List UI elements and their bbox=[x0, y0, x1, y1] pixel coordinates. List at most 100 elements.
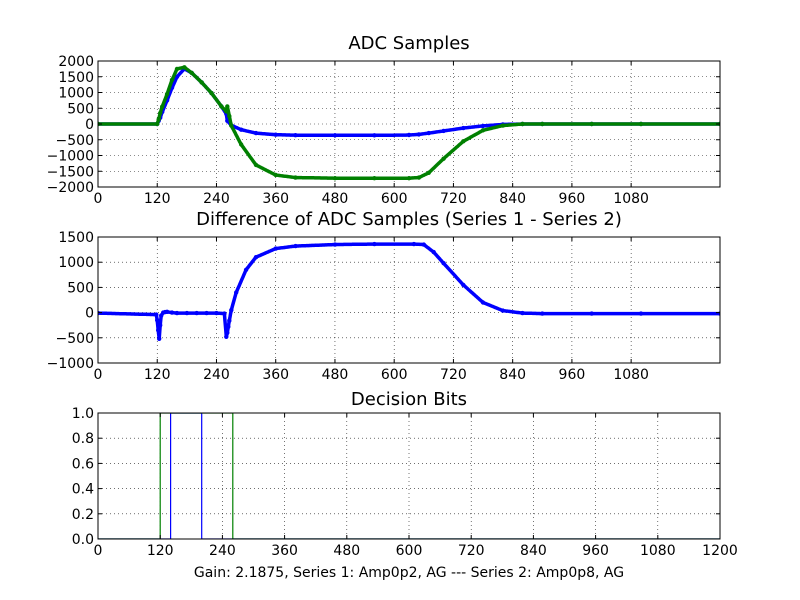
adc-series-2-point-24 bbox=[416, 175, 422, 180]
diff-ytick-label-0: 1500 bbox=[58, 230, 94, 246]
adc-series-2-point-18 bbox=[253, 162, 259, 168]
diff-series-1-point-23 bbox=[243, 267, 249, 272]
adc-xtick-label-3: 360 bbox=[262, 191, 289, 207]
diff-series-1-point-17 bbox=[224, 334, 229, 339]
adc-series-2-point-20 bbox=[293, 175, 298, 180]
bits-ytick-label-1: 0.8 bbox=[72, 431, 94, 447]
adc-series-1-point-7 bbox=[174, 74, 180, 80]
decision-bits-panel: Decision Bits Gain: 2.1875, Series 1: Am… bbox=[72, 389, 738, 581]
adc-series-2-point-28 bbox=[480, 128, 486, 133]
diff-ytick-label-4: −500 bbox=[56, 331, 94, 347]
adc-series-2-point-11 bbox=[209, 90, 214, 96]
diff-xtick-label-8: 960 bbox=[559, 367, 586, 383]
diff-series-1-point-37 bbox=[540, 311, 545, 316]
bits-xtick-label-8: 960 bbox=[582, 543, 609, 559]
bits-xtick-label-2: 240 bbox=[209, 543, 236, 559]
adc-series-2-point-23 bbox=[406, 176, 412, 181]
diff-series-1-point-29 bbox=[411, 241, 417, 247]
adc-series-2-point-15 bbox=[227, 113, 232, 119]
diff-series-1-point-1 bbox=[154, 312, 159, 317]
diff-series-1-point-12 bbox=[184, 310, 190, 316]
diff-series-1-point-33 bbox=[461, 282, 466, 288]
bits-xtick-label-6: 720 bbox=[458, 543, 485, 559]
diff-ytick-label-2: 500 bbox=[67, 280, 94, 296]
adc-series-1-point-20 bbox=[332, 133, 338, 138]
diff-axes-frame bbox=[97, 236, 721, 364]
adc-series-1-point-23 bbox=[416, 132, 422, 137]
bits-xtick-label-5: 600 bbox=[396, 543, 423, 559]
adc-series-2-point-2 bbox=[156, 117, 161, 122]
adc-xtick-label-9: 1080 bbox=[613, 191, 649, 207]
diff-ytick-label-3: 0 bbox=[85, 306, 94, 322]
adc-series-2-point-17 bbox=[239, 142, 244, 147]
adc-series-2-trace bbox=[98, 65, 720, 180]
diff-series-1-point-9 bbox=[164, 309, 170, 314]
adc-series-2-point-5 bbox=[164, 91, 170, 97]
adc-ytick-label-6: −1000 bbox=[47, 149, 94, 165]
adc-series-2-point-26 bbox=[441, 156, 446, 161]
adc-ytick-label-0: 2000 bbox=[58, 54, 94, 70]
adc-series-2-point-7 bbox=[174, 66, 180, 72]
adc-series-2-point-32 bbox=[589, 121, 594, 127]
adc-series-1-point-24 bbox=[426, 130, 431, 136]
adc-series-1-point-17 bbox=[253, 130, 259, 136]
diff-series-1-point-32 bbox=[441, 261, 446, 266]
diff-xtick-label-6: 720 bbox=[440, 367, 467, 383]
diff-xtick-label-9: 1080 bbox=[613, 367, 649, 383]
adc-series-2-point-9 bbox=[189, 70, 194, 76]
diff-series-1-point-16 bbox=[222, 311, 227, 316]
diff-xtick-label-3: 360 bbox=[262, 367, 289, 383]
adc-ytick-label-7: −1500 bbox=[47, 164, 94, 180]
adc-xtick-label-6: 720 bbox=[440, 191, 467, 207]
diff-series-1-point-26 bbox=[293, 243, 298, 249]
adc-ytick-label-5: −500 bbox=[56, 133, 94, 149]
diff-series-1-point-14 bbox=[204, 310, 209, 316]
diff-series-1-point-4 bbox=[157, 336, 162, 341]
diff-series-1-point-13 bbox=[194, 310, 199, 316]
bits-ytick-label-3: 0.4 bbox=[72, 482, 94, 498]
adc-series-1-point-22 bbox=[406, 132, 412, 138]
adc-series-1-point-27 bbox=[480, 123, 486, 129]
adc-series-2-point-14 bbox=[225, 104, 230, 109]
diff-series-1-point-20 bbox=[227, 318, 232, 323]
adc-series-1-point-26 bbox=[461, 125, 466, 131]
diff-series-1-point-19 bbox=[226, 324, 231, 329]
diff-series-1-point-30 bbox=[421, 242, 426, 247]
diff-xtick-label-0: 0 bbox=[94, 367, 103, 383]
diff-series-1-point-15 bbox=[214, 310, 219, 316]
bits-xtick-label-3: 360 bbox=[271, 543, 298, 559]
adc-samples-title: ADC Samples bbox=[348, 33, 469, 54]
adc-series-1-point-21 bbox=[372, 133, 377, 138]
adc-series-2-point-16 bbox=[229, 123, 234, 128]
adc-ytick-label-4: 0 bbox=[85, 117, 94, 133]
adc-series-2-point-4 bbox=[160, 104, 165, 109]
adc-series-1-point-16 bbox=[239, 127, 244, 132]
diff-series-1-point-21 bbox=[229, 307, 234, 313]
diff-xtick-label-4: 480 bbox=[322, 367, 349, 383]
adc-series-1-point-25 bbox=[441, 128, 446, 134]
bits-xtick-label-4: 480 bbox=[333, 543, 360, 559]
adc-xtick-label-8: 960 bbox=[559, 191, 586, 207]
diff-series-1-point-31 bbox=[431, 249, 436, 255]
bits-xtick-label-9: 1080 bbox=[640, 543, 676, 559]
diff-series-1-point-11 bbox=[174, 310, 180, 316]
diff-series-1-point-18 bbox=[225, 330, 230, 335]
diff-series-1-point-2 bbox=[155, 318, 160, 323]
adc-xtick-label-1: 120 bbox=[144, 191, 171, 207]
diff-ytick-label-1: 1000 bbox=[58, 255, 94, 271]
adc-series-2-point-31 bbox=[540, 121, 545, 127]
diff-series-1-point-3 bbox=[156, 328, 161, 333]
adc-series-2-point-12 bbox=[219, 104, 224, 109]
adc-samples-panel: ADC Samples 0 120 240 360 480 600 720 840 960 108… bbox=[47, 33, 721, 207]
diff-xtick-label-1: 120 bbox=[144, 367, 171, 383]
adc-ytick-label-1: 1500 bbox=[58, 70, 94, 86]
adc-ytick-label-3: 500 bbox=[67, 101, 94, 117]
diff-series-1-point-39 bbox=[638, 311, 644, 316]
diff-series-1-point-28 bbox=[372, 241, 377, 247]
decision-bits-title: Decision Bits bbox=[351, 389, 467, 410]
adc-series-2-point-19 bbox=[273, 172, 278, 178]
diff-series-1-point-36 bbox=[520, 310, 525, 316]
adc-series-2-point-21 bbox=[332, 176, 338, 181]
